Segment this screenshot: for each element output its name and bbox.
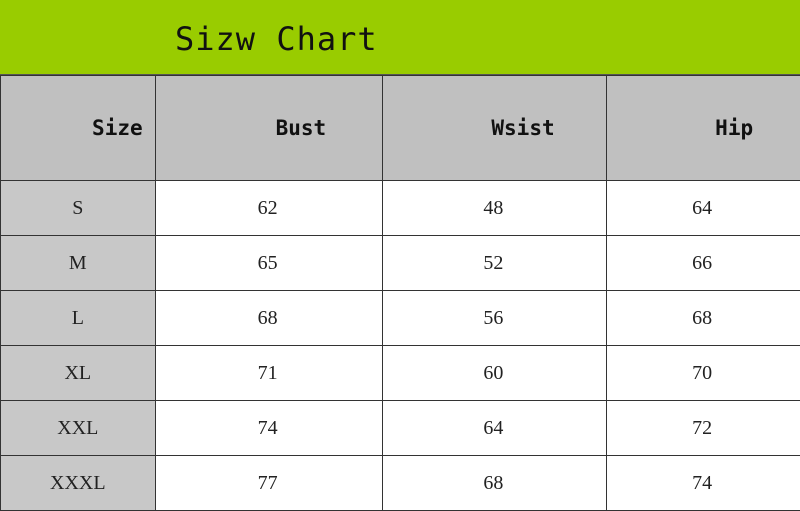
table-row: M 65 52 66 <box>0 235 800 291</box>
bust-cell: 65 <box>154 235 384 291</box>
waist-cell: 56 <box>382 290 608 346</box>
header-waist: Wsist <box>382 75 608 181</box>
bust-cell: 71 <box>154 345 384 401</box>
hip-cell: 64 <box>606 180 800 236</box>
size-table: Size Bust Wsist Hip S 62 48 64 M 65 52 66 L 68 56 6… <box>0 75 800 511</box>
title-band: Sizw Chart <box>0 0 800 75</box>
waist-cell: 52 <box>382 235 608 291</box>
table-row: L 68 56 68 <box>0 290 800 346</box>
size-cell: S <box>0 180 156 236</box>
table-row: XXL 74 64 72 <box>0 400 800 456</box>
bust-cell: 62 <box>154 180 384 236</box>
waist-cell: 48 <box>382 180 608 236</box>
table-row: XXXL 77 68 74 <box>0 455 800 511</box>
waist-cell: 68 <box>382 455 608 511</box>
header-hip: Hip <box>606 75 800 181</box>
size-cell: M <box>0 235 156 291</box>
chart-title: Sizw Chart <box>175 20 378 58</box>
hip-cell: 66 <box>606 235 800 291</box>
size-cell: XXXL <box>0 455 156 511</box>
header-row: Size Bust Wsist Hip <box>0 75 800 181</box>
bust-cell: 74 <box>154 400 384 456</box>
hip-cell: 70 <box>606 345 800 401</box>
bust-cell: 77 <box>154 455 384 511</box>
waist-cell: 64 <box>382 400 608 456</box>
header-size: Size <box>0 75 156 181</box>
hip-cell: 72 <box>606 400 800 456</box>
bust-cell: 68 <box>154 290 384 346</box>
hip-cell: 68 <box>606 290 800 346</box>
table-row: XL 71 60 70 <box>0 345 800 401</box>
waist-cell: 60 <box>382 345 608 401</box>
header-bust: Bust <box>154 75 384 181</box>
table-row: S 62 48 64 <box>0 180 800 236</box>
hip-cell: 74 <box>606 455 800 511</box>
size-cell: XL <box>0 345 156 401</box>
size-cell: L <box>0 290 156 346</box>
size-cell: XXL <box>0 400 156 456</box>
